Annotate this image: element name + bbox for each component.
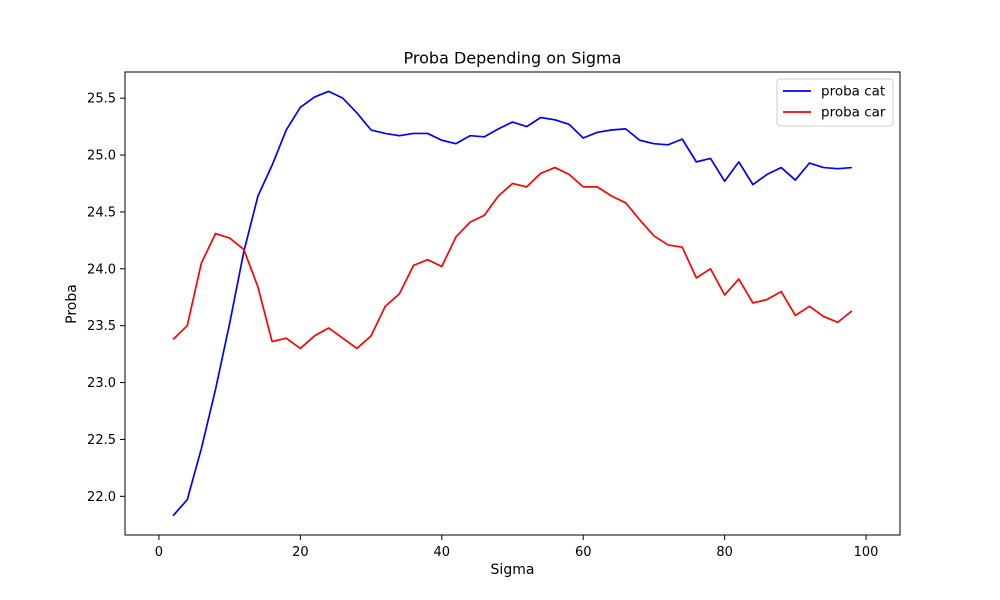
- x-tick-label: 80: [716, 545, 733, 560]
- x-tick-label: 20: [292, 545, 309, 560]
- axes-frame: [124, 71, 901, 536]
- y-tick-label: 23.0: [87, 376, 116, 391]
- y-tick-label: 23.5: [87, 319, 116, 334]
- legend-label: proba cat: [821, 84, 885, 100]
- legend-label: proba car: [821, 105, 886, 121]
- plot-area: 0 20 40 60 80 100 22.0 22.5 23.0 23.5 24.0 24.5 25.0…: [87, 71, 901, 560]
- y-tick-label: 24.5: [87, 205, 116, 220]
- y-tick-label: 25.5: [87, 92, 116, 107]
- x-tick-label: 60: [575, 545, 592, 560]
- series-line-proba-car: [172, 166, 853, 350]
- x-axis-label: Sigma: [491, 562, 535, 578]
- y-tick-label: 22.5: [87, 433, 116, 448]
- y-tick-label: 24.0: [87, 262, 116, 277]
- y-axis-label: Proba: [64, 284, 80, 324]
- chart-title: Proba Depending on Sigma: [404, 49, 622, 68]
- y-tick-label: 25.0: [87, 149, 116, 164]
- x-tick-label: 0: [155, 545, 163, 560]
- legend: proba cat proba car: [776, 78, 894, 127]
- series-line-proba-cat: [172, 90, 852, 517]
- y-tick-label: 22.0: [87, 490, 116, 505]
- x-tick-label: 40: [434, 545, 451, 560]
- x-tick-label: 100: [854, 545, 879, 560]
